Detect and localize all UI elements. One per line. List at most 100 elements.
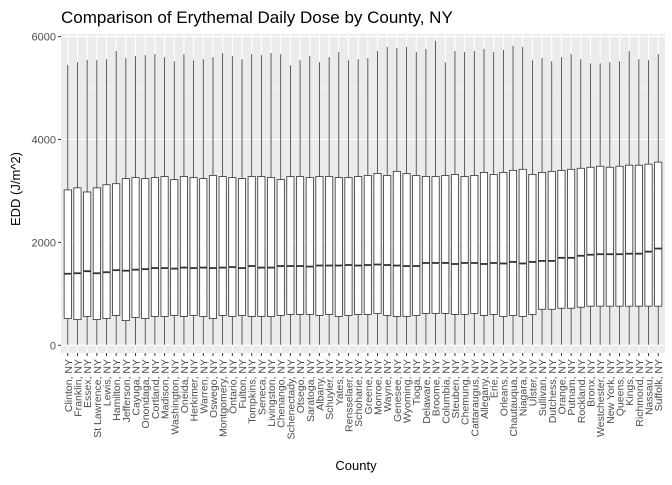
box-iqr [402, 173, 411, 317]
box-iqr [199, 178, 208, 317]
box-iqr [586, 166, 595, 307]
boxplot-item [383, 46, 392, 345]
boxplot-item [499, 49, 508, 345]
box-iqr [654, 161, 663, 307]
x-tick-label: Chautauqua, NY [508, 359, 520, 437]
x-tick-label: Schoharie, NY [353, 359, 365, 427]
x-tick-label: Nassau, NY [644, 359, 656, 415]
x-tick-label: Broome, NY [431, 359, 443, 416]
boxplot-item [518, 46, 527, 345]
boxplot-item [150, 54, 159, 345]
x-tick-label: Columbia, NY [440, 359, 452, 424]
x-tick-label: Warren, NY [198, 359, 210, 413]
x-tick-label: Suffolk, NY [653, 359, 665, 411]
x-tick-label: Sullivan, NY [537, 359, 549, 416]
boxplot-item [576, 59, 585, 345]
boxplot-item [247, 54, 256, 345]
box-iqr [141, 178, 150, 319]
x-tick-label: Niagara, NY [518, 359, 530, 416]
boxplot-item [421, 48, 430, 345]
x-tick-label: Jefferson, NY [121, 359, 133, 422]
boxplot-item [596, 63, 605, 345]
box-iqr [121, 178, 130, 321]
boxplot-item [402, 46, 411, 345]
boxplot-item [179, 54, 188, 345]
box-iqr [189, 177, 198, 316]
x-tick-label: Cortland, NY [150, 359, 162, 419]
boxplot-item [586, 63, 595, 345]
box-iqr [596, 165, 605, 307]
x-tick-label: Rensselaer, NY [343, 359, 355, 432]
x-tick-label: Montgomery, NY [218, 359, 230, 437]
box-iqr [73, 187, 82, 320]
x-tick-label: Seneca, NY [256, 359, 268, 415]
box-iqr [344, 177, 353, 316]
boxplot-item [470, 50, 479, 345]
boxplot-item [228, 56, 237, 345]
x-tick-label: Orleans, NY [498, 359, 510, 416]
boxplot-item [218, 53, 227, 345]
y-axis-title: EDD (J/m^2) [8, 152, 23, 226]
boxplot-item [344, 60, 353, 345]
box-iqr [247, 176, 256, 317]
boxplot-item [325, 57, 334, 345]
box-iqr [112, 183, 121, 316]
x-tick-label: Cayuga, NY [131, 359, 143, 416]
boxplot-item [112, 50, 121, 345]
box-iqr [499, 172, 508, 317]
box-iqr [538, 172, 547, 310]
x-tick-label: Steuben, NY [450, 359, 462, 419]
box-iqr [460, 176, 469, 315]
box-iqr [509, 169, 518, 316]
box-iqr [644, 163, 653, 307]
x-tick-label: Putnam, NY [566, 359, 578, 416]
boxplot-item [557, 57, 566, 345]
boxplot-item [615, 61, 624, 345]
x-tick-label: Washington, NY [169, 359, 181, 434]
y-tick-label: 2000 [32, 237, 56, 249]
y-tick-label: 0 [50, 340, 56, 352]
boxplot-item [208, 57, 217, 345]
x-tick-label: Onondaga, NY [140, 359, 152, 428]
box-iqr [528, 174, 537, 315]
boxplot-item [276, 54, 285, 345]
box-iqr [334, 177, 343, 317]
y-tick-label: 4000 [32, 134, 56, 146]
box-iqr [576, 167, 585, 308]
boxplot-item [538, 58, 547, 345]
x-tick-label: Tioga, NY [411, 359, 423, 405]
box-iqr [83, 191, 92, 317]
box-iqr [547, 170, 556, 310]
x-tick-label: Madison, NY [160, 359, 172, 419]
boxplot-item [567, 54, 576, 345]
boxplot-item [121, 58, 130, 345]
chart-title: Comparison of Erythemal Daily Dose by Co… [61, 8, 453, 27]
x-tick-label: St Lawrence, NY [92, 359, 104, 438]
x-tick-label: Schuyler, NY [324, 359, 336, 420]
x-tick-label: Saratoga, NY [305, 359, 317, 422]
x-tick-label: New York, NY [605, 359, 617, 424]
boxplot-item [102, 59, 111, 345]
x-tick-label: Kings, NY [624, 359, 636, 406]
x-tick-label: Hamilton, NY [111, 359, 123, 421]
box-iqr [412, 175, 421, 316]
box-iqr [179, 176, 188, 317]
box-iqr [63, 189, 72, 319]
box-iqr [479, 172, 489, 316]
x-tick-label: Richmond, NY [634, 359, 646, 427]
x-tick-label: Greene, NY [363, 359, 375, 414]
box-iqr [325, 176, 334, 315]
x-tick-label: Yates, NY [334, 359, 346, 406]
boxplot-item [63, 64, 72, 345]
boxplot-item [489, 52, 498, 345]
boxplot-item [450, 50, 459, 345]
boxplot-item [189, 60, 198, 345]
box-iqr [267, 177, 276, 317]
boxplot-item [267, 53, 276, 345]
boxplot-item [392, 47, 401, 345]
box-iqr [102, 184, 111, 319]
x-tick-label: Oswego, NY [208, 359, 220, 418]
box-iqr [257, 176, 266, 317]
